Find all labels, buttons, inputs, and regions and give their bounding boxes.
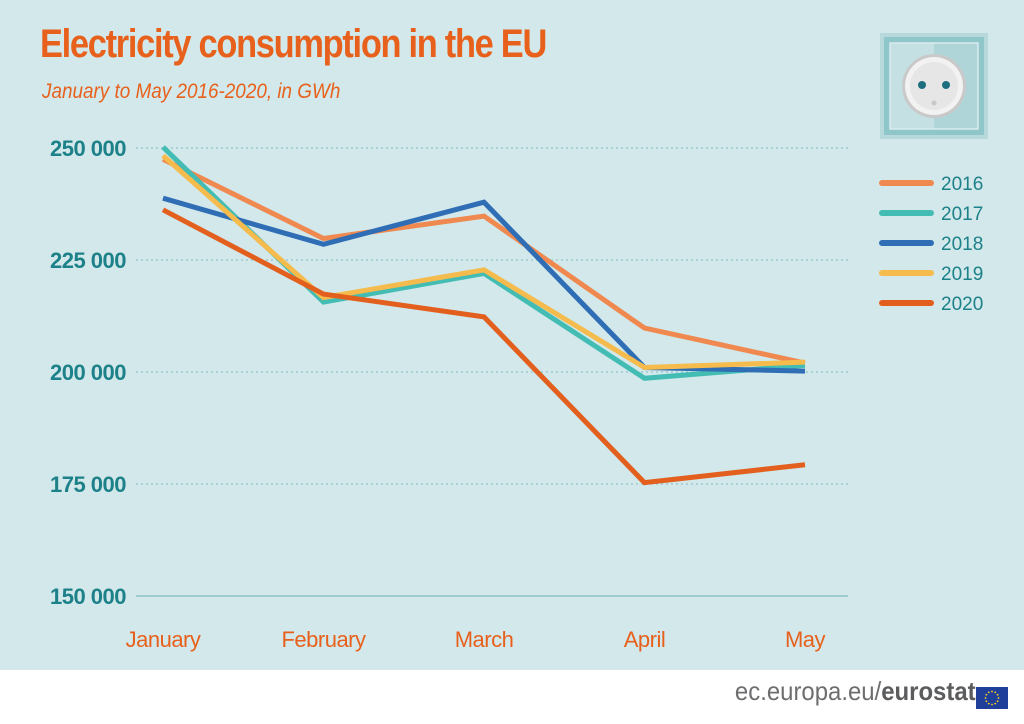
grid-lines: [136, 147, 848, 597]
eu-flag-icon: [976, 687, 1008, 709]
x-tick-label: January: [126, 627, 201, 652]
y-tick-label: 150 000: [50, 584, 126, 609]
source-brand: eurostat: [881, 676, 976, 706]
x-tick-label: May: [785, 627, 826, 652]
flag-star: [991, 690, 993, 693]
power-socket-icon: [880, 33, 988, 139]
x-axis: January February March April May: [126, 627, 826, 652]
series-line-2020: [161, 207, 806, 486]
x-tick-label: March: [455, 627, 514, 652]
legend-label-2017: 2017: [941, 204, 983, 225]
y-tick-label: 200 000: [50, 360, 126, 385]
legend: 2016 2017 2018 2019 2020: [879, 174, 983, 315]
y-tick-label: 250 000: [50, 136, 126, 161]
y-tick-label: 175 000: [50, 472, 126, 497]
series-line-2018: [162, 195, 806, 374]
source-domain: ec.europa.eu/: [735, 676, 882, 706]
x-tick-label: April: [624, 627, 666, 652]
y-tick-label: 225 000: [50, 248, 126, 273]
chart-title: Electricity consumption in the EU: [40, 22, 547, 66]
chart-background: [0, 0, 1024, 670]
series-line-2016: [161, 156, 806, 366]
flag-star: [996, 693, 999, 696]
flag-star: [994, 691, 997, 694]
x-tick-label: February: [281, 627, 366, 652]
flag-star: [991, 703, 993, 706]
legend-label-2016: 2016: [941, 174, 983, 195]
series-line-2019: [161, 153, 806, 371]
flag-star: [985, 693, 988, 696]
legend-label-2018: 2018: [941, 234, 983, 255]
flag-star: [987, 702, 990, 705]
legend-label-2019: 2019: [941, 264, 983, 285]
flag-star: [996, 700, 999, 703]
line-chart: 150 000 175 000 200 000 225 000 250 000 Janu…: [50, 136, 983, 652]
flag-star: [997, 697, 1000, 699]
source-link[interactable]: ec.europa.eu/eurostat: [735, 676, 976, 707]
flag-star: [987, 691, 990, 694]
flag-star: [984, 697, 987, 699]
chart-subtitle: January to May 2016-2020, in GWh: [42, 80, 341, 103]
series-lines: [161, 145, 806, 486]
flag-star: [994, 702, 997, 705]
footer: [0, 670, 1024, 724]
y-axis: 150 000 175 000 200 000 225 000 250 000: [50, 136, 127, 609]
flag-star: [985, 700, 988, 703]
legend-label-2020: 2020: [941, 294, 983, 315]
